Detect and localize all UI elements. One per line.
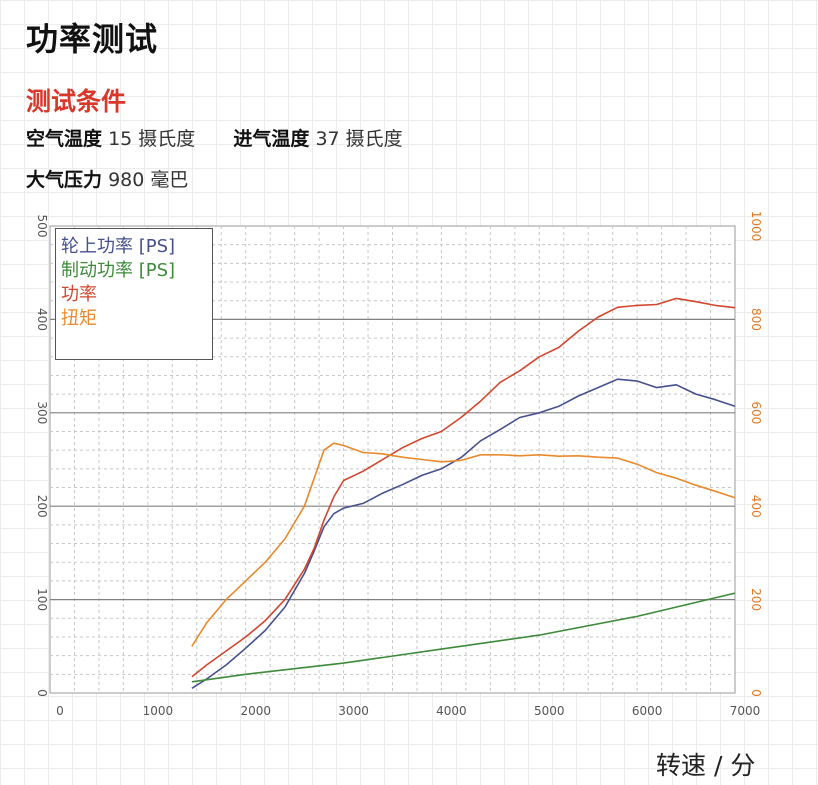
pressure-label: 大气压力 [26,169,103,191]
y-right-tick-label: 400 [749,495,763,518]
y-right-tick-label: 800 [749,308,763,331]
y-right-tick-label: 1000 [749,211,763,242]
conditions-heading: 测试条件 [26,87,127,116]
legend-entry-power: 功率 [61,284,97,305]
y-left-tick-label: 500 [35,215,49,238]
air-temp-label: 空气温度 [26,128,103,150]
x-tick-label: 3000 [338,704,369,718]
x-tick-label: 0 [56,704,64,718]
y-right-tick-label: 200 [749,588,763,611]
series-line-wheel-power [191,378,736,689]
page-title: 功率测试 [26,20,159,58]
series-line-power [191,297,736,678]
y-left-tick-label: 400 [35,308,49,331]
conditions-row-1: 空气温度 15 摄氏度 进气温度 37 摄氏度 [26,124,403,151]
y-left-tick-label: 100 [35,588,49,611]
x-tick-label: 1000 [143,704,174,718]
intake-temp-value: 37 摄氏度 [315,128,403,150]
legend-entry-wheel-power: 轮上功率 [PS] [61,236,176,257]
x-tick-label: 6000 [632,704,663,718]
y-left-tick-label: 0 [35,689,49,697]
y-left-tick-label: 200 [35,495,49,518]
y-right-tick-label: 600 [749,401,763,424]
y-right-tick-label: 0 [749,689,763,697]
chart-legend: 轮上功率 [PS] 制动功率 [PS] 功率 扭矩 [55,228,213,360]
pressure-value: 980 毫巴 [108,169,189,191]
x-tick-label: 7000 [730,704,761,718]
legend-entry-brake-power: 制动功率 [PS] [61,260,176,281]
dyno-chart: 0 1000 2000 3000 4000 5000 6000 700001002003004… [35,211,763,718]
series-line-brake-power [191,592,736,683]
x-tick-label: 2000 [240,704,271,718]
intake-temp-label: 进气温度 [233,128,310,150]
x-tick-label: 5000 [534,704,565,718]
legend-entry-torque: 扭矩 [61,308,97,329]
y-left-tick-label: 300 [35,401,49,424]
conditions-row-2: 大气压力 980 毫巴 [26,165,188,192]
x-axis-label: 转速 / 分 [656,751,756,780]
air-temp-value: 15 摄氏度 [108,128,196,150]
series-line-torque [191,442,736,647]
x-tick-label: 4000 [436,704,467,718]
